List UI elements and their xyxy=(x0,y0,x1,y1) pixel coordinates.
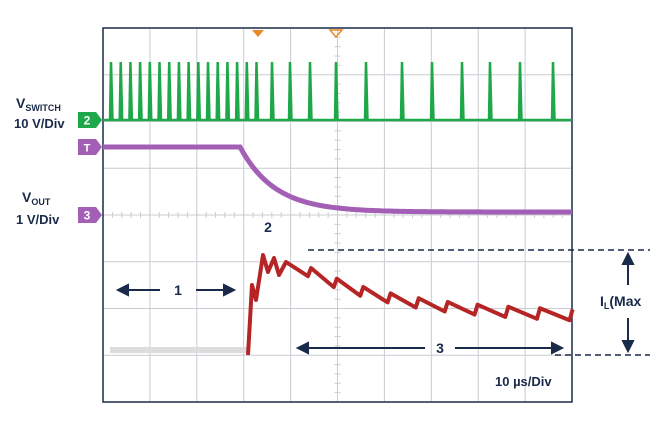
max-guides xyxy=(308,249,650,356)
trigger-badge xyxy=(78,139,102,155)
current-arrow xyxy=(621,251,635,354)
out-scale: 1 V/Div xyxy=(16,212,60,227)
ch2-badge xyxy=(78,112,102,128)
ch2-marker: 2 xyxy=(84,114,91,128)
out-label: VOUT xyxy=(22,189,51,207)
phase3-annotation: 3 xyxy=(436,340,444,356)
switch-trace xyxy=(103,61,572,122)
switch-scale: 10 V/Div xyxy=(14,116,65,131)
ch3-marker: 3 xyxy=(84,209,91,223)
ch3-badge xyxy=(78,207,102,223)
phase1-arrow xyxy=(115,283,237,297)
switch-label: VSWITCH xyxy=(16,95,61,113)
phase3-arrow xyxy=(295,341,565,355)
peak-annotation: 2 xyxy=(264,219,272,235)
screen-frame xyxy=(102,27,573,403)
trigger-label: T xyxy=(84,143,91,155)
trigger-marker xyxy=(252,30,264,37)
timebase: 10 µs/Div xyxy=(495,374,552,389)
inductor-current-trace xyxy=(246,253,575,356)
phase1-annotation: 1 xyxy=(174,282,182,298)
current-label: IL(Max xyxy=(600,293,642,311)
position-marker xyxy=(328,29,344,39)
out-trace xyxy=(103,144,573,215)
